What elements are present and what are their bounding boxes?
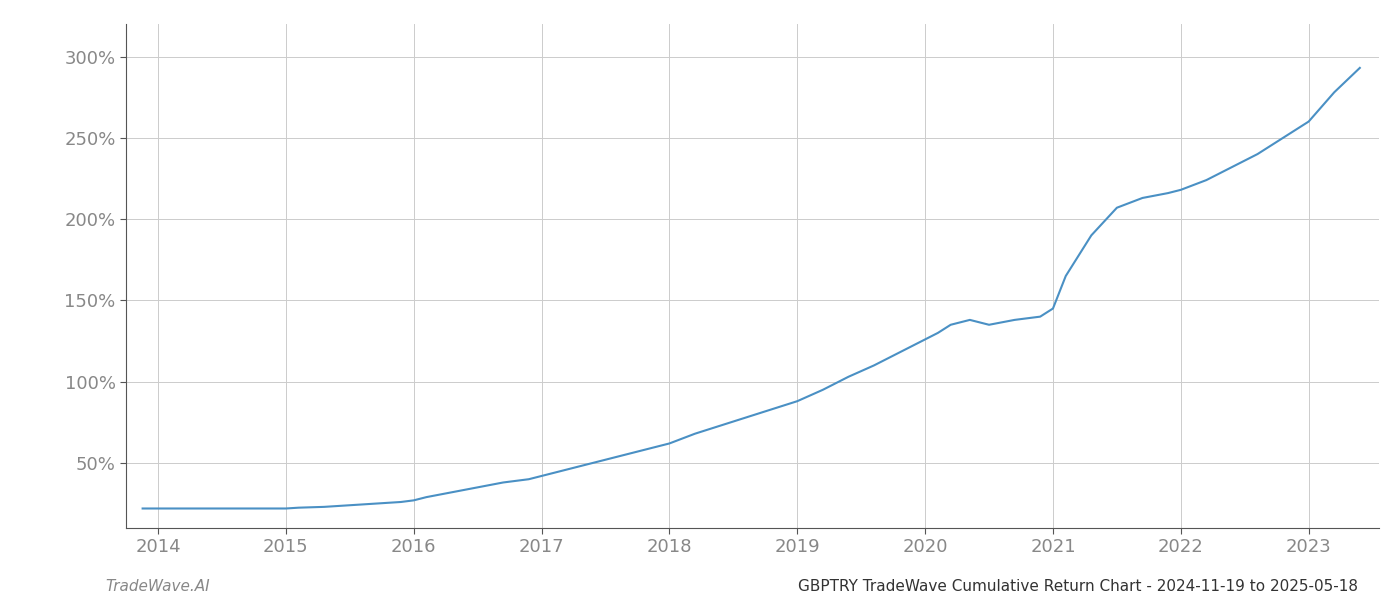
Text: TradeWave.AI: TradeWave.AI (105, 579, 210, 594)
Text: GBPTRY TradeWave Cumulative Return Chart - 2024-11-19 to 2025-05-18: GBPTRY TradeWave Cumulative Return Chart… (798, 579, 1358, 594)
